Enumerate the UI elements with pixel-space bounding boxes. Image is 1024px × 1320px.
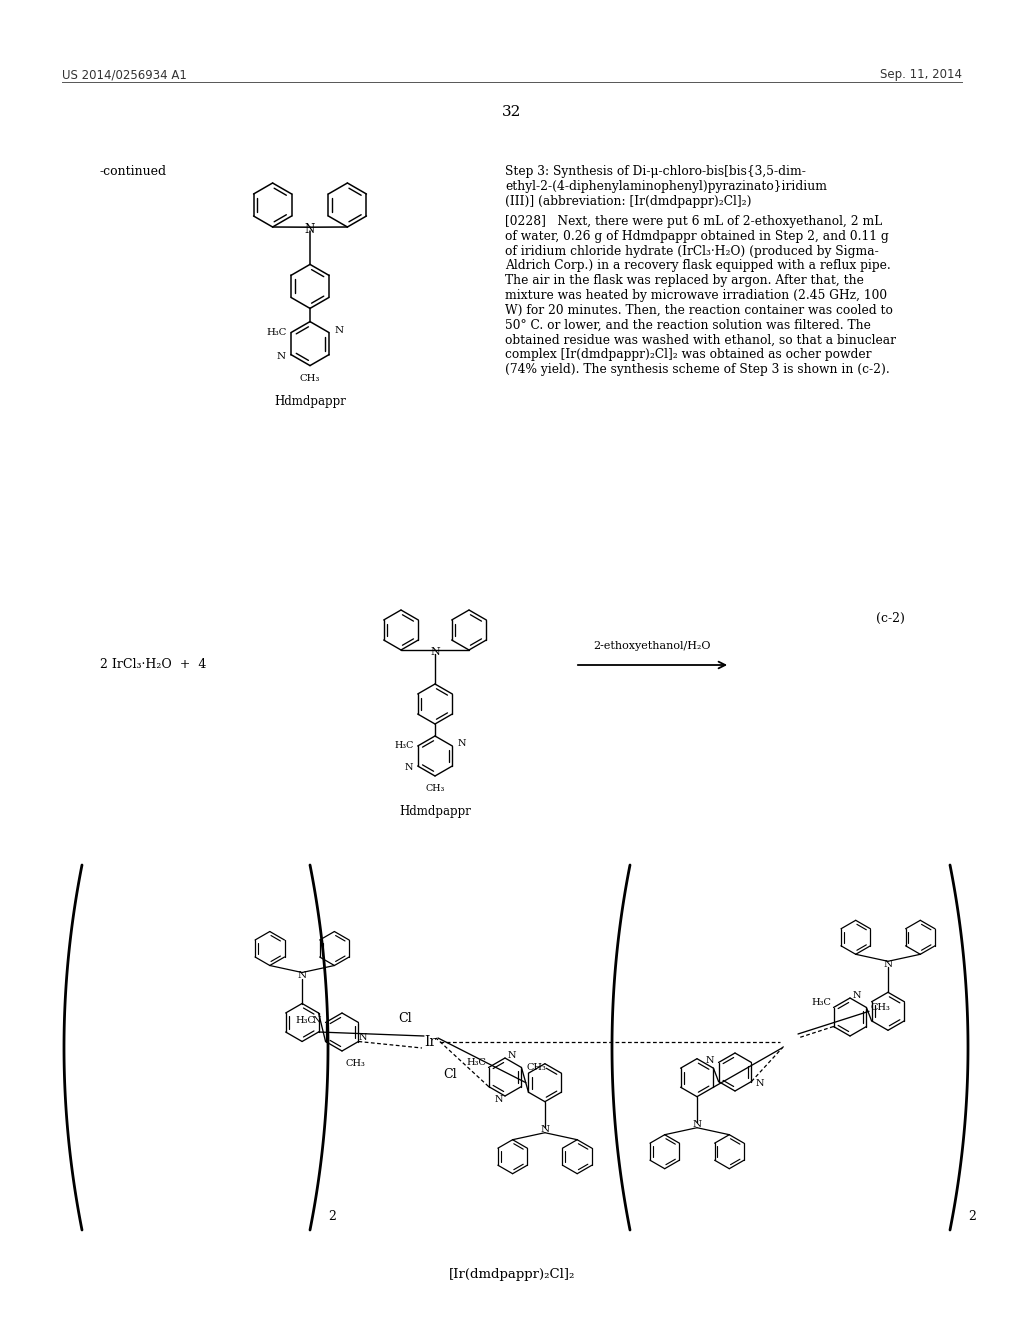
Text: N: N bbox=[305, 223, 315, 236]
Text: (c-2): (c-2) bbox=[876, 612, 904, 624]
Text: N: N bbox=[495, 1096, 503, 1105]
Text: 2 IrCl₃·H₂O  +  4: 2 IrCl₃·H₂O + 4 bbox=[100, 659, 207, 672]
Text: N: N bbox=[541, 1125, 550, 1134]
Text: Sep. 11, 2014: Sep. 11, 2014 bbox=[880, 69, 962, 81]
Text: Cl: Cl bbox=[443, 1068, 457, 1081]
Text: N: N bbox=[692, 1121, 701, 1129]
Text: N: N bbox=[458, 739, 466, 748]
Text: Hdmdpappr: Hdmdpappr bbox=[274, 395, 346, 408]
Text: 32: 32 bbox=[503, 106, 521, 119]
Text: (74% yield). The synthesis scheme of Step 3 is shown in (c-2).: (74% yield). The synthesis scheme of Ste… bbox=[505, 363, 890, 376]
Text: N: N bbox=[276, 352, 286, 362]
Text: N: N bbox=[404, 763, 413, 772]
Text: H₃C: H₃C bbox=[394, 742, 414, 751]
Text: Aldrich Corp.) in a recovery flask equipped with a reflux pipe.: Aldrich Corp.) in a recovery flask equip… bbox=[505, 260, 891, 272]
Text: N: N bbox=[313, 1016, 322, 1026]
Text: N: N bbox=[853, 990, 861, 999]
Text: CH₃: CH₃ bbox=[345, 1059, 365, 1068]
Text: N: N bbox=[706, 1056, 715, 1065]
Text: N: N bbox=[430, 647, 440, 657]
Text: CH₃: CH₃ bbox=[425, 784, 444, 793]
Text: Ir: Ir bbox=[424, 1035, 436, 1049]
Text: The air in the flask was replaced by argon. After that, the: The air in the flask was replaced by arg… bbox=[505, 275, 864, 288]
Text: CH₃: CH₃ bbox=[870, 1003, 890, 1012]
Text: H₃C: H₃C bbox=[266, 329, 287, 337]
Text: obtained residue was washed with ethanol, so that a binuclear: obtained residue was washed with ethanol… bbox=[505, 334, 896, 346]
Text: H₃C: H₃C bbox=[812, 998, 831, 1007]
Text: 50° C. or lower, and the reaction solution was filtered. The: 50° C. or lower, and the reaction soluti… bbox=[505, 318, 870, 331]
Text: Hdmdpappr: Hdmdpappr bbox=[399, 805, 471, 818]
Text: mixture was heated by microwave irradiation (2.45 GHz, 100: mixture was heated by microwave irradiat… bbox=[505, 289, 887, 302]
Text: 2: 2 bbox=[968, 1209, 976, 1222]
Text: H₃C: H₃C bbox=[296, 1016, 315, 1026]
Text: of iridium chloride hydrate (IrCl₃·H₂O) (produced by Sigma-: of iridium chloride hydrate (IrCl₃·H₂O) … bbox=[505, 244, 879, 257]
Text: Cl: Cl bbox=[398, 1012, 412, 1026]
Text: Step 3: Synthesis of Di-μ-chloro-bis[bis{3,5-dim-: Step 3: Synthesis of Di-μ-chloro-bis[bis… bbox=[505, 165, 806, 178]
Text: W) for 20 minutes. Then, the reaction container was cooled to: W) for 20 minutes. Then, the reaction co… bbox=[505, 304, 893, 317]
Text: H₃C: H₃C bbox=[467, 1059, 486, 1067]
Text: ethyl-2-(4-diphenylaminophenyl)pyrazinato}iridium: ethyl-2-(4-diphenylaminophenyl)pyrazinat… bbox=[505, 180, 827, 193]
Text: CH₃: CH₃ bbox=[300, 374, 321, 383]
Text: complex [Ir(dmdpappr)₂Cl]₂ was obtained as ocher powder: complex [Ir(dmdpappr)₂Cl]₂ was obtained … bbox=[505, 348, 871, 362]
Text: 2: 2 bbox=[328, 1209, 336, 1222]
Text: (III)] (abbreviation: [Ir(dmdpappr)₂Cl]₂): (III)] (abbreviation: [Ir(dmdpappr)₂Cl]₂… bbox=[505, 195, 752, 209]
Text: N: N bbox=[884, 960, 893, 969]
Text: N: N bbox=[334, 326, 343, 335]
Text: US 2014/0256934 A1: US 2014/0256934 A1 bbox=[62, 69, 186, 81]
Text: N: N bbox=[756, 1078, 764, 1088]
Text: N: N bbox=[508, 1051, 516, 1060]
Text: N: N bbox=[298, 972, 306, 979]
Text: 2-ethoxyethanol/H₂O: 2-ethoxyethanol/H₂O bbox=[593, 642, 711, 651]
Text: of water, 0.26 g of Hdmdpappr obtained in Step 2, and 0.11 g: of water, 0.26 g of Hdmdpappr obtained i… bbox=[505, 230, 889, 243]
Text: CH₃: CH₃ bbox=[526, 1063, 547, 1072]
Text: [Ir(dmdpappr)₂Cl]₂: [Ir(dmdpappr)₂Cl]₂ bbox=[449, 1269, 575, 1280]
Text: -continued: -continued bbox=[100, 165, 167, 178]
Text: N: N bbox=[358, 1034, 367, 1041]
Text: [0228]   Next, there were put 6 mL of 2-ethoxyethanol, 2 mL: [0228] Next, there were put 6 mL of 2-et… bbox=[505, 215, 883, 228]
